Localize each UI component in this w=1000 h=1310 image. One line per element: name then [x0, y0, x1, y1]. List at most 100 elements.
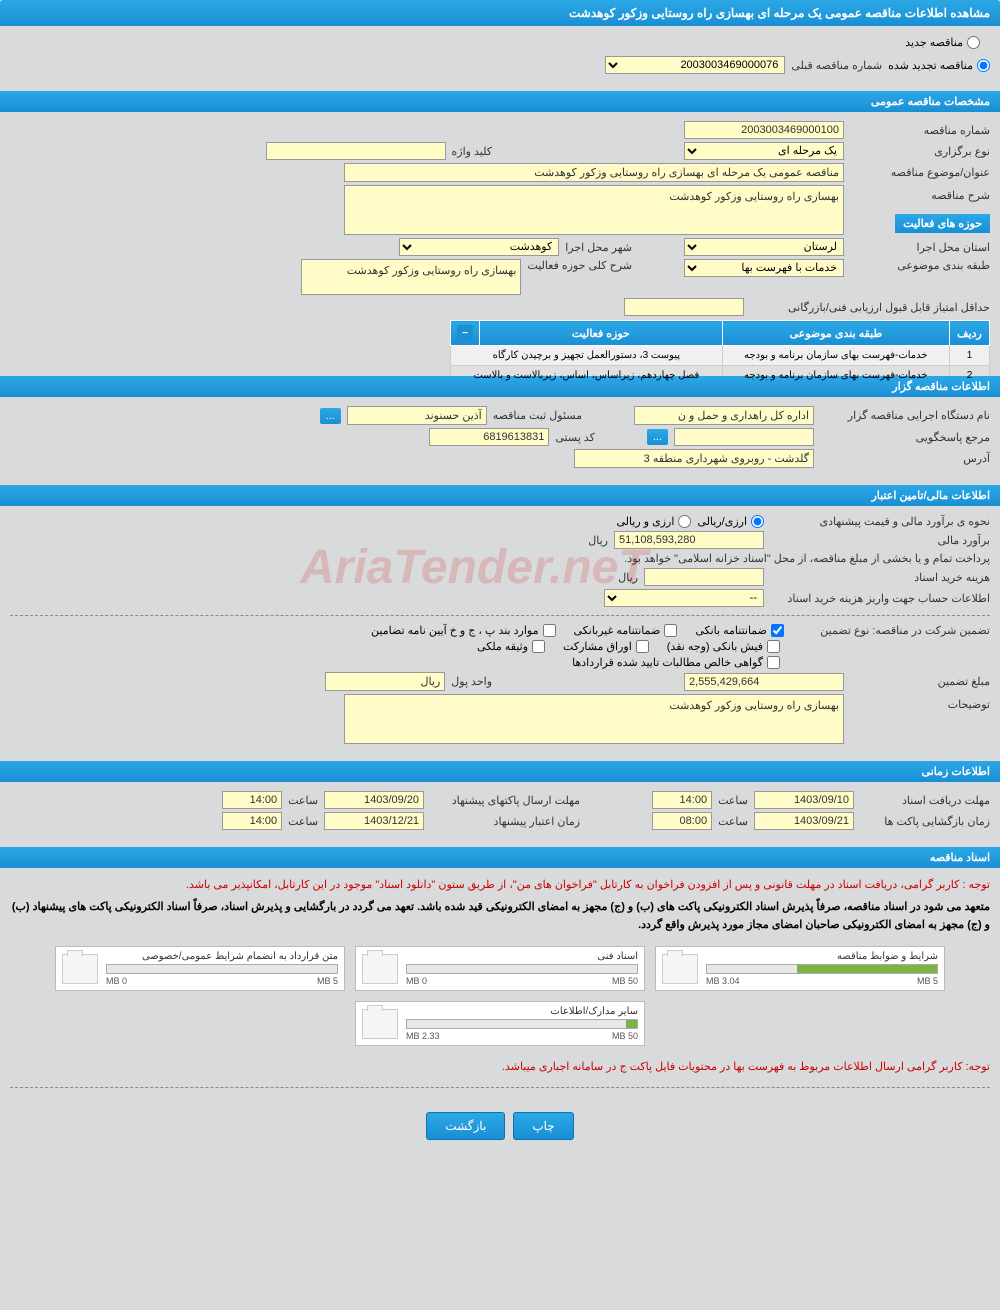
contact-value	[674, 428, 814, 446]
postal-value: 6819613831	[429, 428, 549, 446]
province-label: استان محل اجرا	[850, 241, 990, 254]
postal-label: کد پستی	[555, 431, 594, 444]
guarantee-amount-value: 2,555,429,664	[684, 673, 844, 691]
subject-label: عنوان/موضوع مناقصه	[850, 166, 990, 179]
min-score-value	[624, 298, 744, 316]
radio-renewed-tender[interactable]: مناقصه تجدید شده	[888, 59, 990, 72]
validity-date: 1403/12/21	[324, 812, 424, 830]
guarantee-amount-label: مبلغ تضمین	[850, 675, 990, 688]
type-label: نوع برگزاری	[850, 145, 990, 158]
section-timing: اطلاعات زمانی	[0, 761, 1000, 782]
doc-deadline-date: 1403/09/10	[754, 791, 854, 809]
folder-icon	[62, 954, 98, 984]
address-label: آدرس	[820, 452, 990, 465]
print-button[interactable]: چاپ	[513, 1112, 573, 1140]
chk-nonbank[interactable]: ضمانتنامه غیربانکی	[574, 624, 678, 637]
type-select[interactable]: یک مرحله ای	[684, 142, 844, 160]
section-documents: اسناد مناقصه	[0, 847, 1000, 868]
col-row: ردیف	[950, 321, 990, 346]
collapse-icon[interactable]: −	[457, 325, 473, 341]
doc-cost-unit: ریال	[618, 571, 638, 584]
province-select[interactable]: لرستان	[684, 238, 844, 256]
col-activity: حوزه فعالیت	[480, 321, 723, 346]
keyword-label: کلید واژه	[452, 145, 492, 158]
time-label-2: ساعت	[288, 794, 318, 807]
back-button[interactable]: بازگشت	[426, 1112, 505, 1140]
radio-new-tender[interactable]: مناقصه جدید	[905, 36, 980, 49]
notice-2: متعهد می شود در اسناد مناقصه، صرفاً پذیر…	[10, 895, 990, 938]
guarantee-unit-value: ریال	[325, 672, 445, 691]
description-label: شرح مناقصه	[850, 185, 990, 202]
folder-icon	[662, 954, 698, 984]
org-value: اداره کل راهداری و حمل و ن	[634, 406, 814, 425]
file-box[interactable]: متن قرارداد به انضمام شرایط عمومی/خصوصی …	[55, 946, 345, 991]
guarantee-unit-label: واحد پول	[451, 675, 492, 688]
table-row: 1خدمات-فهرست بهای سازمان برنامه و بودجهپ…	[451, 346, 990, 366]
keyword-value	[266, 142, 446, 160]
subject-value: مناقصه عمومی یک مرحله ای بهسازی راه روست…	[344, 163, 844, 182]
chk-cert[interactable]: گواهی خالص مطالبات تایید شده قراردادها	[572, 656, 780, 669]
guarantee-type-label: تضمین شرکت در مناقصه: نوع تضمین	[790, 624, 990, 637]
responsible-label: مسئول ثبت مناقصه	[493, 409, 582, 422]
doc-deadline-time: 14:00	[652, 791, 712, 809]
file-box[interactable]: سایر مدارک/اطلاعات 50 MB2.33 MB	[355, 1001, 645, 1046]
time-label-1: ساعت	[718, 794, 748, 807]
number-value: 2003003469000100	[684, 121, 844, 139]
account-select[interactable]: --	[604, 589, 764, 607]
chk-securities[interactable]: اوراق مشارکت	[563, 640, 649, 653]
estimate-value: 51,108,593,280	[614, 531, 764, 549]
estimate-label: برآورد مالی	[770, 534, 990, 547]
dots-button-1[interactable]: ...	[320, 408, 341, 424]
city-select[interactable]: کوهدشت	[399, 238, 559, 256]
radio-new-label: مناقصه جدید	[905, 36, 963, 49]
dots-button-2[interactable]: ...	[647, 429, 668, 445]
address-value: گلدشت - روبروی شهرداری منطقه 3	[574, 449, 814, 468]
radio-renewed-label: مناقصه تجدید شده	[888, 59, 973, 72]
chk-deed[interactable]: وثیقه ملکی	[477, 640, 545, 653]
section-financial: اطلاعات مالی/تامین اعتبار	[0, 485, 1000, 506]
chk-cash[interactable]: فیش بانکی (وجه نقد)	[667, 640, 780, 653]
contact-label: مرجع پاسخگویی	[820, 431, 990, 444]
prev-number-select[interactable]: 2003003469000076	[605, 56, 785, 74]
guarantee-notes-value: بهسازی راه روستایی وزکور کوهدشت	[344, 694, 844, 744]
open-time: 08:00	[652, 812, 712, 830]
guarantee-notes-label: توضیحات	[850, 694, 990, 711]
file-box[interactable]: شرایط و ضوابط مناقصه 5 MB3.04 MB	[655, 946, 945, 991]
radio-rial[interactable]: ارزی/ریالی	[697, 515, 764, 528]
radio-renewed-input[interactable]	[977, 59, 990, 72]
account-label: اطلاعات حساب جهت واریز هزینه خرید اسناد	[770, 592, 990, 605]
validity-label: زمان اعتبار پیشنهاد	[430, 815, 580, 828]
folder-icon	[362, 954, 398, 984]
radio-both[interactable]: ارزی و ریالی	[616, 515, 691, 528]
activity-title: حوزه های فعالیت	[895, 214, 990, 233]
category-select[interactable]: خدمات با فهرست بها	[684, 259, 844, 277]
min-score-label: حداقل امتیاز قابل قبول ارزیابی فنی/بازرگ…	[750, 301, 990, 314]
category-label: طبقه بندی موضوعی	[850, 259, 990, 272]
chk-bond[interactable]: موارد بند پ ، ج و خ آیین نامه تضامین	[371, 624, 555, 637]
time-label-3: ساعت	[718, 815, 748, 828]
payment-note: پرداخت تمام و یا بخشی از مبلغ مناقصه، از…	[624, 552, 990, 565]
notice-1: توجه : کاربر گرامی، دریافت اسناد در مهلت…	[10, 874, 990, 895]
col-category: طبقه بندی موضوعی	[722, 321, 949, 346]
responsible-value: آذین حسنوند	[347, 406, 487, 425]
doc-cost-value	[644, 568, 764, 586]
open-label: زمان بازگشایی پاکت ها	[860, 815, 990, 828]
file-box[interactable]: اسناد فنی 50 MB0 MB	[355, 946, 645, 991]
bid-deadline-date: 1403/09/20	[324, 791, 424, 809]
section-general: مشخصات مناقصه عمومی	[0, 91, 1000, 112]
chk-bank[interactable]: ضمانتنامه بانکی	[695, 624, 784, 637]
currency-label: ریال	[588, 534, 608, 547]
radio-new-input[interactable]	[967, 36, 980, 49]
doc-cost-label: هزینه خرید اسناد	[770, 571, 990, 584]
number-label: شماره مناقصه	[850, 124, 990, 137]
activity-desc-value: بهسازی راه روستایی وزکور کوهدشت	[301, 259, 521, 295]
bid-deadline-label: مهلت ارسال پاکتهای پیشنهاد	[430, 794, 580, 807]
method-label: نحوه ی برآورد مالی و قیمت پیشنهادی	[770, 515, 990, 528]
folder-icon	[362, 1009, 398, 1039]
org-label: نام دستگاه اجرایی مناقصه گزار	[820, 409, 990, 422]
bid-deadline-time: 14:00	[222, 791, 282, 809]
city-label: شهر محل اجرا	[565, 241, 632, 254]
open-date: 1403/09/21	[754, 812, 854, 830]
doc-deadline-label: مهلت دریافت اسناد	[860, 794, 990, 807]
prev-number-label: شماره مناقصه قبلی	[791, 59, 882, 72]
